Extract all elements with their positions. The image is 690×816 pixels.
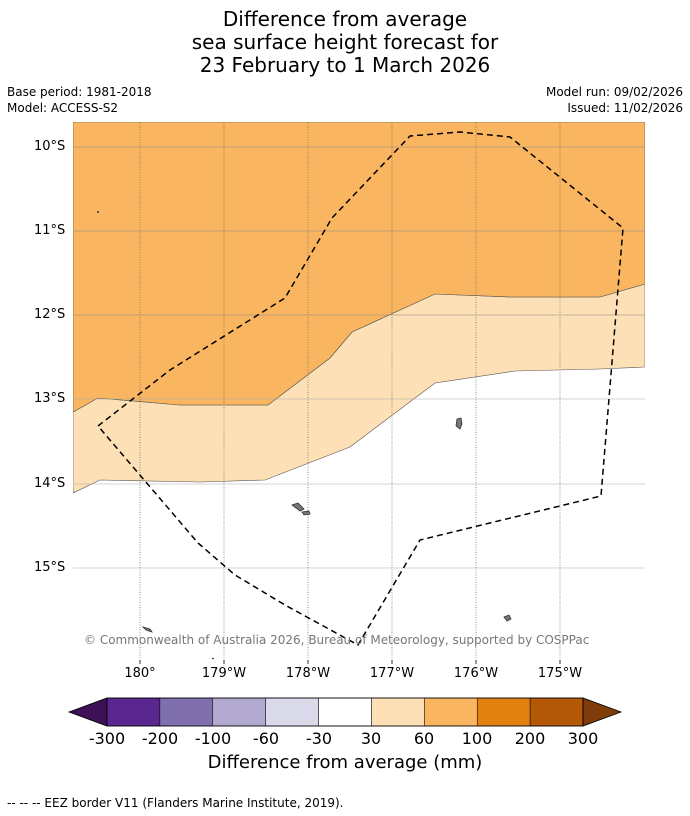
island-shape bbox=[301, 510, 311, 516]
model-name: Model: ACCESS-S2 bbox=[7, 101, 119, 115]
colorbar-frame bbox=[106, 697, 584, 727]
lon-label-176w: 176°W bbox=[453, 666, 499, 681]
base-period: Base period: 1981-2018 bbox=[7, 85, 152, 99]
zone-60-100 bbox=[73, 122, 645, 413]
island-shape bbox=[503, 614, 512, 622]
lon-label-180: 180° bbox=[124, 666, 156, 681]
colorbar-segment bbox=[212, 697, 266, 727]
model-run: Model run: 09/02/2026 bbox=[545, 85, 683, 99]
island-shape bbox=[291, 502, 305, 512]
cb-label: 300 bbox=[567, 729, 599, 748]
colorbar-segment bbox=[371, 697, 425, 727]
cb-label: 100 bbox=[461, 729, 493, 748]
colorbar-segment bbox=[318, 697, 372, 727]
colorbar-segment bbox=[529, 697, 584, 727]
cb-label: -300 bbox=[88, 729, 126, 748]
islands bbox=[97, 211, 512, 660]
cb-label: -60 bbox=[252, 729, 280, 748]
island-shape bbox=[211, 657, 215, 660]
map-figure bbox=[73, 122, 645, 664]
cb-label: 200 bbox=[514, 729, 546, 748]
lon-label-177w: 177°W bbox=[369, 666, 415, 681]
colorbar-segments bbox=[67, 697, 623, 727]
cb-label: -100 bbox=[194, 729, 232, 748]
colorbar-segment bbox=[265, 697, 319, 727]
lon-label-178w: 178°W bbox=[285, 666, 331, 681]
island-shape bbox=[455, 417, 463, 430]
lat-label-15s: 15°S bbox=[34, 560, 66, 575]
island-shape bbox=[141, 626, 153, 633]
title-line-3: 23 February to 1 March 2026 bbox=[199, 53, 491, 77]
lat-label-14s: 14°S bbox=[34, 476, 66, 491]
cb-label: -200 bbox=[141, 729, 179, 748]
issued-date: Issued: 11/02/2026 bbox=[567, 101, 683, 115]
lat-label-10s: 10°S bbox=[34, 139, 66, 154]
lon-label-175w: 175°W bbox=[537, 666, 583, 681]
colorbar-segment bbox=[476, 697, 531, 727]
colorbar bbox=[67, 697, 623, 727]
lon-label-179w: 179°W bbox=[201, 666, 247, 681]
axis-ticks bbox=[139, 660, 561, 664]
copyright-notice: © Commonwealth of Australia 2026, Bureau… bbox=[84, 633, 590, 647]
eez-legend-footer: -- -- -- EEZ border V11 (Flanders Marine… bbox=[7, 796, 344, 810]
colorbar-extend-high bbox=[582, 697, 623, 727]
meta-left: Base period: 1981-2018 Model: ACCESS-S2 bbox=[7, 84, 152, 116]
lat-label-12s: 12°S bbox=[34, 307, 66, 322]
title-line-1: Difference from average bbox=[222, 7, 468, 31]
meta-right: Model run: 09/02/2026 Issued: 11/02/2026 bbox=[546, 84, 683, 116]
colorbar-extend-low bbox=[67, 697, 108, 727]
colorbar-segment bbox=[159, 697, 214, 727]
gridlines bbox=[73, 122, 645, 660]
island-dot bbox=[97, 211, 99, 213]
map-plot-area bbox=[73, 122, 645, 660]
colorbar-segment bbox=[424, 697, 478, 727]
lat-label-11s: 11°S bbox=[34, 223, 66, 238]
colorbar-segment bbox=[106, 697, 161, 727]
colorbar-title: Difference from average (mm) bbox=[207, 752, 483, 773]
chart-title: Difference from average sea surface heig… bbox=[0, 8, 690, 77]
cb-label: 30 bbox=[360, 729, 382, 748]
title-line-2: sea surface height forecast for bbox=[191, 30, 499, 54]
cb-label: 60 bbox=[413, 729, 435, 748]
lat-label-13s: 13°S bbox=[34, 391, 66, 406]
cb-label: -30 bbox=[305, 729, 333, 748]
